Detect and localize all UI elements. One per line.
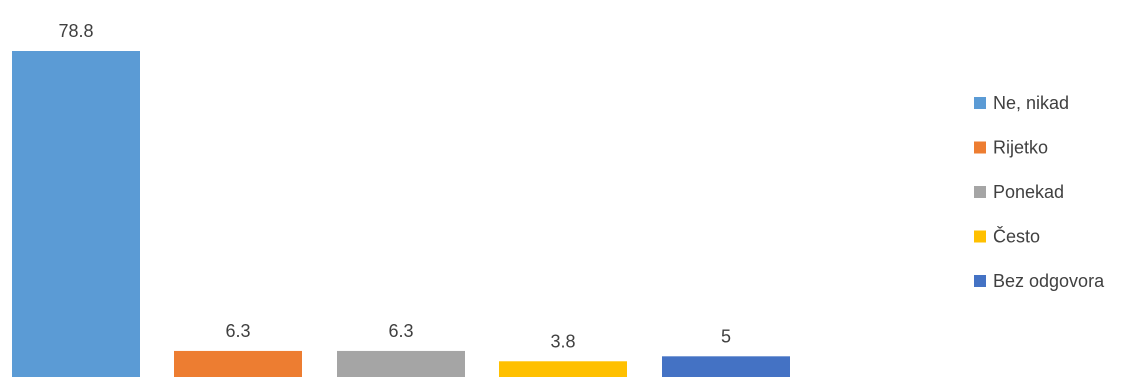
legend: Ne, nikad Rijetko Ponekad Često Bez odgovora bbox=[974, 93, 1105, 291]
legend-swatch-1 bbox=[974, 141, 986, 154]
data-label-3: 3.8 bbox=[550, 331, 575, 351]
bar-1 bbox=[174, 350, 302, 377]
data-labels-group: 78.8 6.3 6.3 3.8 5 bbox=[58, 21, 731, 351]
legend-label-3: Često bbox=[993, 226, 1040, 247]
legend-label-4: Bez odgovora bbox=[993, 271, 1105, 291]
bar-2 bbox=[337, 350, 465, 377]
bar-3 bbox=[499, 361, 627, 377]
data-label-0: 78.8 bbox=[58, 21, 93, 41]
bar-4 bbox=[662, 356, 790, 377]
bar-0 bbox=[12, 51, 140, 377]
bars-group bbox=[12, 51, 790, 377]
data-label-2: 6.3 bbox=[388, 321, 413, 341]
data-label-1: 6.3 bbox=[225, 321, 250, 341]
legend-swatch-0 bbox=[974, 97, 986, 109]
legend-label-1: Rijetko bbox=[993, 138, 1048, 158]
data-label-4: 5 bbox=[721, 326, 731, 346]
legend-swatch-3 bbox=[974, 230, 986, 243]
legend-swatch-4 bbox=[974, 275, 986, 287]
legend-label-0: Ne, nikad bbox=[993, 93, 1069, 113]
legend-swatch-2 bbox=[974, 186, 986, 198]
legend-label-2: Ponekad bbox=[993, 182, 1064, 202]
